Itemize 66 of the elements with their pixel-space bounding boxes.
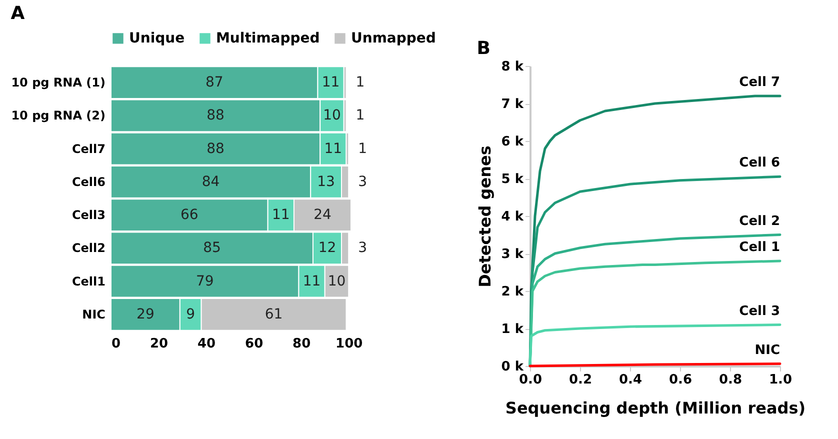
- data-label: 10: [328, 273, 346, 290]
- chart-title: B: [476, 38, 491, 59]
- y-tick-label: 1 k: [501, 322, 524, 337]
- data-label: 61: [264, 306, 283, 322]
- y-tick-label: 10 pg RNA (2): [11, 108, 106, 123]
- x-tick-label: 0.4: [618, 372, 642, 388]
- y-tick-label: 0 k: [501, 360, 524, 374]
- series-label: Cell 6: [739, 156, 780, 171]
- data-label: 3: [358, 174, 368, 190]
- data-label: 84: [202, 174, 220, 190]
- data-label: 10: [323, 108, 341, 124]
- x-tick-label: 60: [245, 336, 264, 352]
- data-label: 11: [322, 74, 340, 91]
- x-tick-label: 1.0: [768, 372, 792, 388]
- data-label: 1: [358, 140, 368, 157]
- x-tick-label: 0.2: [568, 372, 592, 388]
- legend-label: Multimapped: [216, 30, 320, 46]
- y-tick-label: Cell1: [72, 274, 106, 288]
- data-label: 88: [206, 108, 224, 124]
- series-label: Cell 1: [739, 240, 780, 255]
- y-axis-title: Detected genes: [475, 146, 494, 288]
- chart-title: A: [10, 3, 25, 24]
- data-label: 11: [272, 207, 290, 224]
- series-label: Cell 7: [739, 75, 780, 90]
- data-label: 13: [317, 174, 335, 190]
- y-tick-label: Cell3: [72, 208, 106, 222]
- x-tick-label: 20: [150, 336, 168, 352]
- legend-label: Unmapped: [351, 30, 436, 46]
- y-tick-label: 8 k: [501, 60, 524, 74]
- series-label: Cell 2: [739, 214, 780, 229]
- data-label: 3: [358, 240, 368, 256]
- x-tick-label: 40: [198, 336, 216, 352]
- y-tick-label: 6 k: [501, 134, 524, 150]
- x-tick-label: 0.8: [718, 372, 742, 388]
- legend-label: Unique: [129, 30, 185, 46]
- data-label: 29: [136, 306, 154, 322]
- series-label: NIC: [754, 342, 780, 358]
- y-tick-label: 4 k: [501, 210, 524, 224]
- data-label: 24: [314, 207, 332, 224]
- x-tick-label: 100: [336, 336, 363, 352]
- y-tick-label: Cell2: [72, 241, 106, 256]
- y-tick-label: 7 k: [501, 97, 524, 112]
- y-tick-label: 2 k: [501, 284, 524, 300]
- data-label: 85: [203, 240, 221, 256]
- data-label: 1: [356, 108, 365, 124]
- y-tick-label: 10 pg RNA (1): [11, 76, 106, 90]
- data-label: 1: [356, 74, 365, 91]
- data-label: 88: [206, 140, 224, 157]
- data-label: 11: [324, 140, 342, 157]
- data-label: 12: [318, 240, 336, 256]
- y-tick-label: NIC: [82, 307, 106, 322]
- x-tick-label: 0.0: [518, 372, 542, 388]
- data-label: 79: [196, 273, 214, 290]
- data-label: 9: [186, 306, 196, 322]
- y-tick-label: 5 k: [501, 172, 524, 187]
- data-label: 87: [205, 74, 224, 91]
- x-axis-title: Sequencing depth (Million reads): [505, 398, 806, 418]
- y-tick-label: 3 k: [501, 247, 524, 262]
- data-label: 66: [180, 207, 198, 224]
- data-label: 11: [302, 273, 321, 290]
- x-tick-label: 0: [112, 336, 121, 352]
- series-label: Cell 3: [739, 304, 780, 319]
- y-tick-label: Cell6: [72, 174, 106, 189]
- y-tick-label: Cell7: [72, 142, 106, 156]
- x-tick-label: 0.6: [668, 372, 692, 388]
- x-tick-label: 80: [292, 336, 311, 352]
